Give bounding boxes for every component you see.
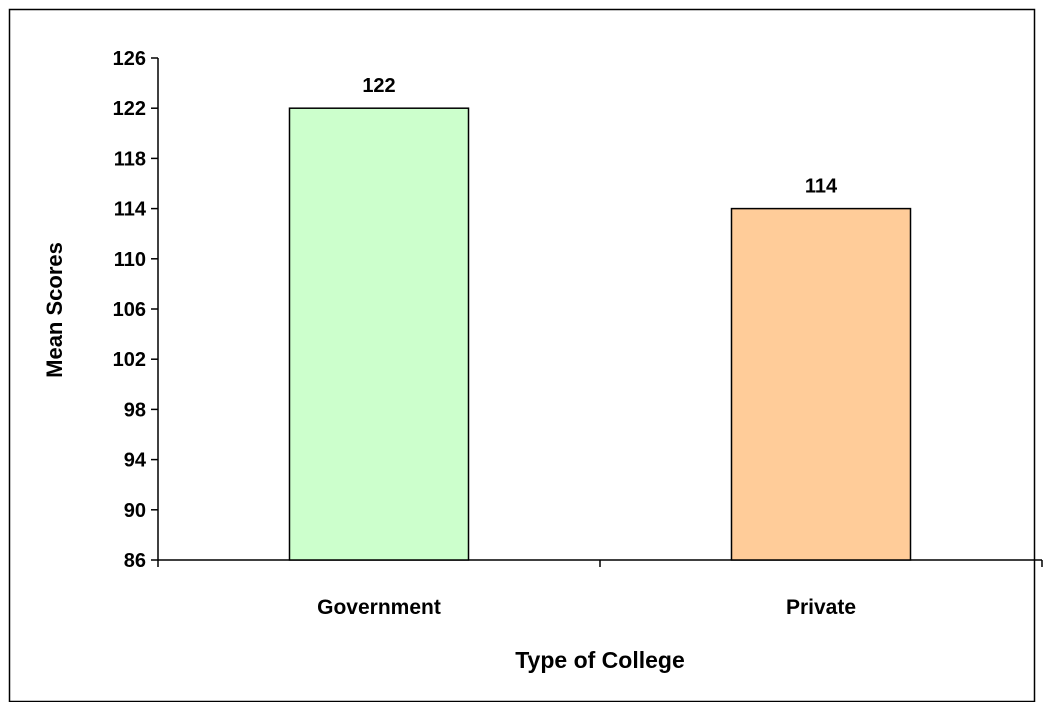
y-tick-label: 98 bbox=[124, 399, 146, 421]
y-tick-label: 90 bbox=[124, 500, 146, 522]
data-labels: 122 114 bbox=[362, 75, 838, 197]
bars bbox=[288, 107, 912, 561]
y-tick-label: 126 bbox=[113, 48, 146, 70]
y-tick-label: 86 bbox=[124, 550, 146, 572]
x-tick-label: Private bbox=[786, 596, 856, 619]
data-label: 114 bbox=[805, 176, 838, 198]
y-tick-label: 118 bbox=[114, 148, 146, 170]
y-tick-label: 106 bbox=[113, 299, 146, 321]
y-tick-label: 94 bbox=[124, 450, 147, 472]
y-axis-title: Mean Scores bbox=[42, 242, 67, 378]
data-label: 122 bbox=[362, 75, 395, 97]
bar-private bbox=[730, 207, 912, 561]
y-tick-label: 102 bbox=[113, 349, 146, 371]
bar-government bbox=[288, 107, 470, 561]
x-axis-title: Type of College bbox=[515, 647, 685, 673]
y-axis: 86 90 94 98 102 106 110 114 118 122 126 bbox=[113, 48, 159, 572]
x-axis: Government Private bbox=[157, 559, 1043, 619]
y-tick-label: 110 bbox=[114, 249, 146, 271]
y-tick-label: 114 bbox=[114, 199, 147, 221]
y-tick-label: 122 bbox=[113, 98, 146, 120]
x-tick-label: Government bbox=[317, 596, 441, 619]
